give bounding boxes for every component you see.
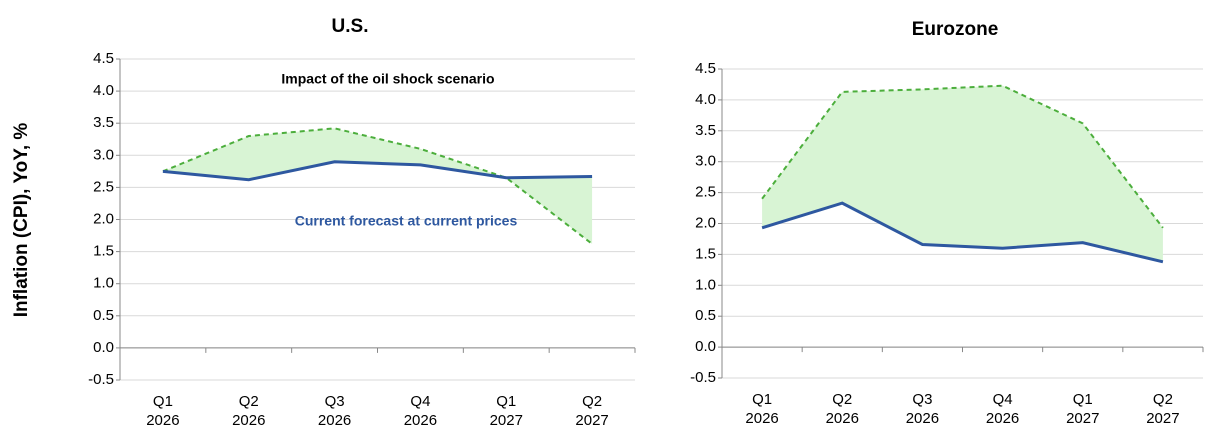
x-tick-label: Q1 2027	[1066, 391, 1099, 427]
x-tick-label: Q3 2026	[318, 393, 351, 429]
y-tick-label: 2.0	[93, 210, 114, 227]
y-tick-label: 3.0	[695, 153, 716, 170]
x-tick-label: Q1 2027	[490, 393, 523, 429]
y-tick-label: 1.5	[93, 243, 114, 260]
y-tick-label: 0.0	[695, 338, 716, 355]
y-tick-label: 3.5	[93, 114, 114, 131]
y-tick-label: 3.5	[695, 122, 716, 139]
y-tick-label: 1.0	[695, 276, 716, 293]
y-tick-label: -0.5	[88, 371, 114, 388]
chart-title: U.S.	[332, 16, 369, 37]
shaded-gap	[762, 85, 1163, 262]
y-tick-label: 2.0	[695, 214, 716, 231]
series-line	[761, 84, 1164, 229]
x-tick-label: Q1 2026	[745, 391, 778, 427]
y-tick-label: 0.5	[93, 307, 114, 324]
y-tick-label: 0.5	[695, 307, 716, 324]
series-line	[162, 160, 593, 182]
series-line	[761, 201, 1164, 264]
y-tick-label: 4.5	[695, 60, 716, 77]
x-tick-label: Q1 2026	[146, 393, 179, 429]
y-tick-label: 1.5	[695, 245, 716, 262]
x-tick-label: Q3 2026	[906, 391, 939, 427]
y-tick-label: 2.5	[93, 178, 114, 195]
y-axis-label: Inflation (CPI), YoY, %	[11, 123, 32, 318]
shaded-gap	[162, 128, 593, 244]
y-tick-label: 4.0	[93, 82, 114, 99]
x-tick-label: Q2 2027	[1146, 391, 1179, 427]
chart-title: Eurozone	[912, 19, 999, 40]
y-tick-label: 1.0	[93, 275, 114, 292]
x-tick-label: Q4 2026	[404, 393, 437, 429]
y-tick-label: 4.5	[93, 50, 114, 67]
annotation: Current forecast at current prices	[295, 213, 518, 229]
y-tick-label: 2.5	[695, 184, 716, 201]
x-tick-label: Q4 2026	[986, 391, 1019, 427]
y-tick-label: 4.0	[695, 91, 716, 108]
y-tick-label: 3.0	[93, 146, 114, 163]
y-tick-label: 0.0	[93, 339, 114, 356]
x-tick-label: Q2 2026	[826, 391, 859, 427]
x-tick-label: Q2 2027	[575, 393, 608, 429]
y-tick-label: -0.5	[690, 369, 716, 386]
annotation: Impact of the oil shock scenario	[281, 71, 494, 87]
x-tick-label: Q2 2026	[232, 393, 265, 429]
